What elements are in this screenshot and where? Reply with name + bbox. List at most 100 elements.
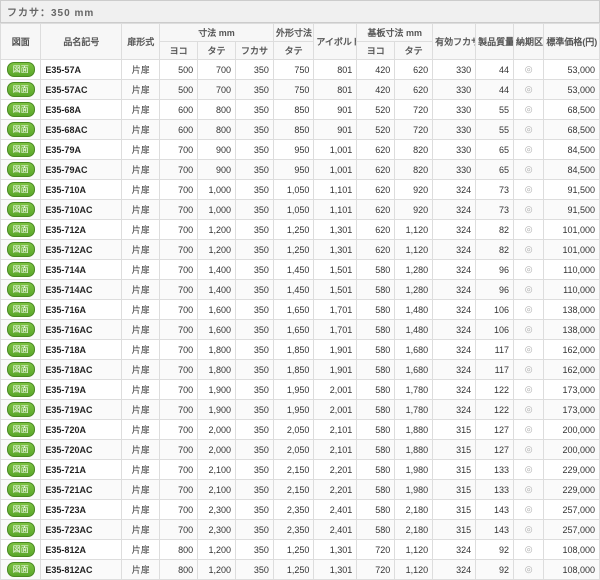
zumen-button[interactable]: 図面 — [7, 182, 35, 197]
zumen-button[interactable]: 図面 — [7, 402, 35, 417]
cell-nouki: ◎ — [514, 520, 544, 540]
table-row: 図面E35-710A片扉7001,0003501,0501,1016209203… — [1, 180, 600, 200]
cell-price: 200,000 — [544, 440, 600, 460]
zumen-button[interactable]: 図面 — [7, 382, 35, 397]
zumen-button[interactable]: 図面 — [7, 442, 35, 457]
cell-kiban-t: 1,680 — [395, 340, 433, 360]
cell-kg: 96 — [476, 260, 514, 280]
zumen-button[interactable]: 図面 — [7, 62, 35, 77]
cell-nouki: ◎ — [514, 320, 544, 340]
cell-kiban-t: 1,980 — [395, 460, 433, 480]
cell-tate: 1,800 — [198, 360, 236, 380]
cell-eyebolt: 2,201 — [314, 480, 357, 500]
zumen-button[interactable]: 図面 — [7, 122, 35, 137]
cell-tate: 1,200 — [198, 220, 236, 240]
cell-tate: 1,800 — [198, 340, 236, 360]
cell-kg: 65 — [476, 140, 514, 160]
cell-zumen: 図面 — [1, 540, 41, 560]
zumen-button[interactable]: 図面 — [7, 82, 35, 97]
cell-yuko: 324 — [433, 260, 476, 280]
cell-tate: 900 — [198, 160, 236, 180]
table-row: 図面E35-719AC片扉7001,9003501,9502,0015801,7… — [1, 400, 600, 420]
cell-fukasa: 350 — [236, 100, 274, 120]
cell-nouki: ◎ — [514, 480, 544, 500]
cell-eyebolt: 2,101 — [314, 440, 357, 460]
cell-zumen: 図面 — [1, 80, 41, 100]
cell-zumen: 図面 — [1, 280, 41, 300]
cell-tobira: 片扉 — [122, 140, 160, 160]
cell-kiban-y: 580 — [357, 400, 395, 420]
cell-tate: 700 — [198, 60, 236, 80]
cell-gaikei: 1,850 — [273, 360, 313, 380]
cell-kg: 117 — [476, 360, 514, 380]
zumen-button[interactable]: 図面 — [7, 242, 35, 257]
cell-price: 173,000 — [544, 400, 600, 420]
zumen-button[interactable]: 図面 — [7, 162, 35, 177]
cell-kiban-t: 620 — [395, 80, 433, 100]
cell-kg: 106 — [476, 300, 514, 320]
cell-fukasa: 350 — [236, 300, 274, 320]
cell-gaikei: 850 — [273, 120, 313, 140]
th-kiban-y: ヨコ — [357, 42, 395, 60]
cell-tate: 1,600 — [198, 300, 236, 320]
cell-yuko: 330 — [433, 60, 476, 80]
zumen-button[interactable]: 図面 — [7, 542, 35, 557]
cell-eyebolt: 1,501 — [314, 260, 357, 280]
zumen-button[interactable]: 図面 — [7, 302, 35, 317]
zumen-button[interactable]: 図面 — [7, 142, 35, 157]
cell-eyebolt: 2,201 — [314, 460, 357, 480]
zumen-button[interactable]: 図面 — [7, 502, 35, 517]
cell-gaikei: 1,450 — [273, 280, 313, 300]
cell-yoko: 500 — [160, 60, 198, 80]
zumen-button[interactable]: 図面 — [7, 362, 35, 377]
zumen-button[interactable]: 図面 — [7, 562, 35, 577]
table-row: 図面E35-718AC片扉7001,8003501,8501,9015801,6… — [1, 360, 600, 380]
zumen-button[interactable]: 図面 — [7, 202, 35, 217]
cell-price: 53,000 — [544, 60, 600, 80]
zumen-button[interactable]: 図面 — [7, 222, 35, 237]
cell-kiban-t: 1,880 — [395, 420, 433, 440]
cell-kiban-t: 920 — [395, 200, 433, 220]
cell-gaikei: 1,050 — [273, 180, 313, 200]
th-eyebolt: アイボルト含寸法タテ mm — [314, 24, 357, 60]
zumen-button[interactable]: 図面 — [7, 522, 35, 537]
cell-zumen: 図面 — [1, 60, 41, 80]
cell-fukasa: 350 — [236, 60, 274, 80]
cell-nouki: ◎ — [514, 220, 544, 240]
zumen-button[interactable]: 図面 — [7, 462, 35, 477]
cell-yoko: 700 — [160, 460, 198, 480]
zumen-button[interactable]: 図面 — [7, 342, 35, 357]
cell-yuko: 324 — [433, 400, 476, 420]
cell-kiban-t: 1,780 — [395, 400, 433, 420]
th-shitsuryo: 製品質量 kg — [476, 24, 514, 60]
cell-tate: 800 — [198, 120, 236, 140]
table-row: 図面E35-720A片扉7002,0003502,0502,1015801,88… — [1, 420, 600, 440]
cell-kiban-y: 620 — [357, 220, 395, 240]
cell-nouki: ◎ — [514, 180, 544, 200]
cell-zumen: 図面 — [1, 460, 41, 480]
cell-yuko: 330 — [433, 100, 476, 120]
cell-nouki: ◎ — [514, 500, 544, 520]
cell-nouki: ◎ — [514, 160, 544, 180]
cell-yuko: 324 — [433, 340, 476, 360]
cell-price: 108,000 — [544, 560, 600, 580]
cell-eyebolt: 1,301 — [314, 220, 357, 240]
zumen-button[interactable]: 図面 — [7, 262, 35, 277]
cell-fukasa: 350 — [236, 320, 274, 340]
cell-price: 108,000 — [544, 540, 600, 560]
cell-fukasa: 350 — [236, 440, 274, 460]
cell-eyebolt: 801 — [314, 60, 357, 80]
zumen-button[interactable]: 図面 — [7, 102, 35, 117]
cell-yoko: 700 — [160, 440, 198, 460]
cell-eyebolt: 1,101 — [314, 180, 357, 200]
cell-gaikei: 1,250 — [273, 560, 313, 580]
zumen-button[interactable]: 図面 — [7, 322, 35, 337]
cell-kiban-y: 420 — [357, 80, 395, 100]
zumen-button[interactable]: 図面 — [7, 422, 35, 437]
zumen-button[interactable]: 図面 — [7, 282, 35, 297]
cell-yuko: 315 — [433, 440, 476, 460]
cell-gaikei: 850 — [273, 100, 313, 120]
cell-pn: E35-719A — [41, 380, 122, 400]
cell-kg: 44 — [476, 80, 514, 100]
zumen-button[interactable]: 図面 — [7, 482, 35, 497]
